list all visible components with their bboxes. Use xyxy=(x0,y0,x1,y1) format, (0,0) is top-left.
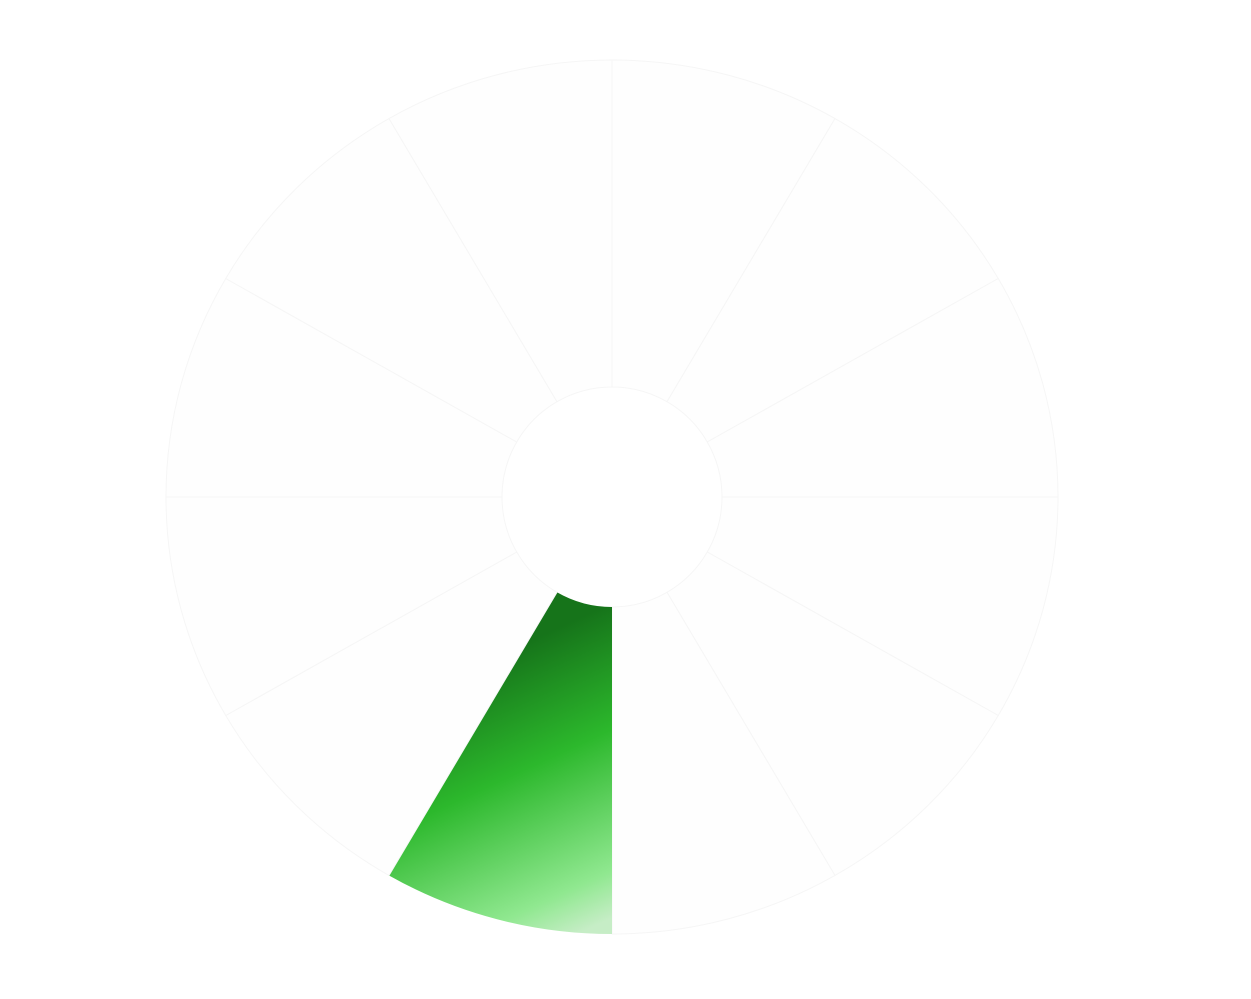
slice xyxy=(388,59,613,403)
slice xyxy=(666,551,999,877)
slice xyxy=(666,117,999,443)
slice xyxy=(706,277,1059,498)
slice xyxy=(165,496,518,717)
slice-group xyxy=(165,59,1059,935)
slice xyxy=(165,277,518,498)
highlighted-slice xyxy=(389,592,612,934)
slice xyxy=(225,117,558,443)
slice xyxy=(706,496,1059,717)
slice xyxy=(225,551,558,877)
slice xyxy=(611,59,836,403)
slice xyxy=(611,591,836,935)
